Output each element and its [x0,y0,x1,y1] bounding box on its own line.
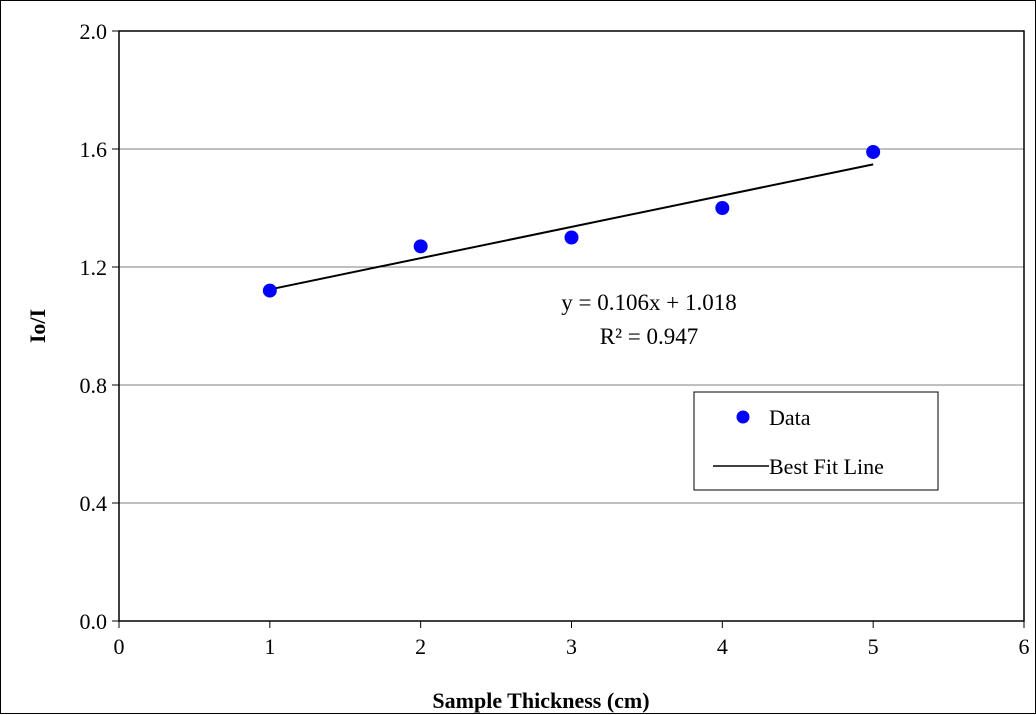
legend-label-data: Data [769,405,811,430]
y-tick-label-4: 1.6 [80,137,108,162]
x-tick-label-4: 4 [717,634,728,659]
plot-area [118,30,1025,622]
y-axis: 0.0 0.4 0.8 1.2 1.6 2.0 [80,19,119,634]
data-point-1 [262,283,277,298]
legend-label-fit: Best Fit Line [769,454,884,479]
y-tick-label-5: 2.0 [80,19,108,44]
x-tick-label-5: 5 [868,634,879,659]
x-tick-label-0: 0 [114,634,125,659]
data-point-4 [715,201,730,215]
y-tick-label-1: 0.4 [80,491,108,516]
legend-marker-data [736,410,750,424]
x-axis-title: Sample Thickness (cm) [432,688,649,713]
data-series [262,144,881,298]
x-axis: 0 1 2 3 4 5 6 [114,621,1030,659]
r-squared-annotation: R² = 0.947 [600,324,698,349]
x-tick-label-6: 6 [1019,634,1030,659]
equation-annotation: y = 0.106x + 1.018 [561,290,736,315]
legend-box [693,391,939,491]
data-point-3 [564,230,579,245]
data-point-5 [866,144,881,159]
legend: Data Best Fit Line [693,391,939,491]
x-tick-label-1: 1 [264,634,275,659]
best-fit-line [269,163,874,291]
y-tick-label-3: 1.2 [80,255,108,280]
data-point-2 [413,239,428,254]
y-axis-title: Io/I [25,309,50,343]
y-tick-label-2: 0.8 [80,373,108,398]
x-tick-label-2: 2 [415,634,426,659]
x-tick-label-3: 3 [566,634,577,659]
y-tick-label-0: 0.0 [80,609,108,634]
best-fit-series [269,163,874,291]
